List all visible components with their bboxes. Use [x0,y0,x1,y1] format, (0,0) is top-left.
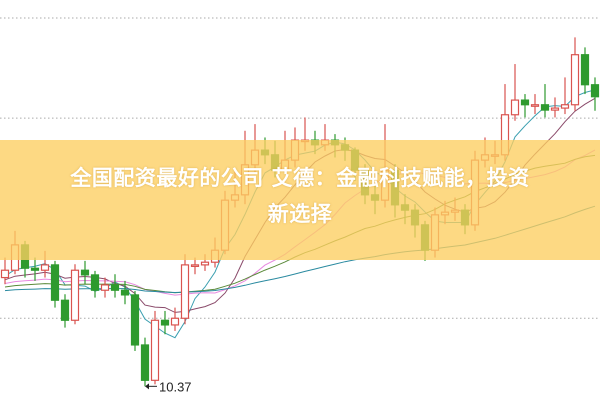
candle-down [130,294,140,346]
candle-down [520,99,530,106]
candle-down [60,299,70,321]
candle-down [120,289,130,296]
candle-down [160,319,170,326]
headline-banner [0,140,600,260]
candle-down [30,267,40,271]
low-annotation-arrowhead [145,383,149,390]
candle-down [90,274,100,291]
candle-up [190,264,200,267]
candle-up [550,107,560,111]
candle-down [50,264,60,301]
candle-up [560,104,570,109]
candle-up [0,269,10,279]
low-price-label: 10.37 [159,379,192,394]
candle-down [580,54,590,86]
candle-down [80,269,90,276]
candle-up [530,104,540,107]
candle-down [110,284,120,291]
candle-up [150,319,160,381]
headline: 全国配资最好的公司 艾德：金融科技赋能，投资 新选择 [0,160,600,232]
candle-down [590,84,600,98]
candle-down [140,344,150,381]
candle-up [200,261,210,266]
candle-up [570,54,580,106]
candle-up [100,284,110,291]
candle-up [180,264,190,319]
candle-up [40,264,50,271]
headline-line-2: 新选择 [267,202,333,226]
candle-up [70,269,80,321]
candle-up [170,317,180,326]
candle-up [510,99,520,116]
headline-line-1: 全国配资最好的公司 艾德：金融科技赋能，投资 [70,166,530,190]
candle-down [540,104,550,111]
